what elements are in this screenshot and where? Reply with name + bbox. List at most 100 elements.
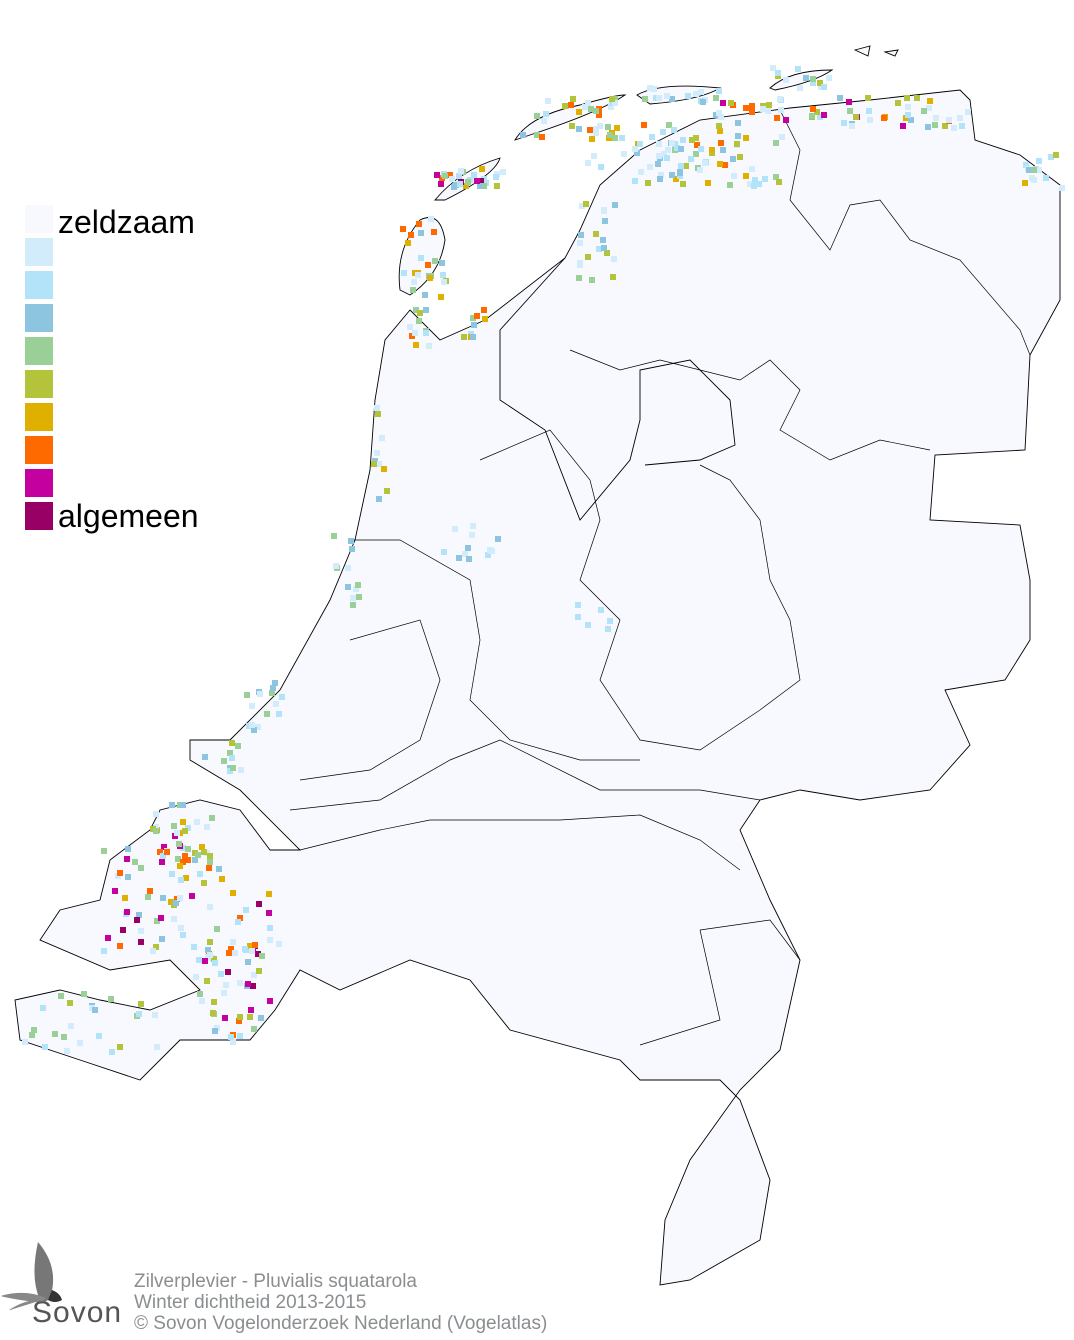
density-cell	[236, 1018, 242, 1024]
density-cell	[40, 1005, 46, 1011]
density-cell	[371, 461, 377, 467]
density-cell	[959, 123, 965, 129]
density-cell	[211, 999, 217, 1005]
density-cell	[251, 972, 257, 978]
density-cell	[183, 875, 189, 881]
density-cell	[376, 461, 382, 467]
mainland-border	[14, 89, 1061, 1286]
density-cell	[375, 411, 381, 417]
density-cell	[180, 819, 186, 825]
density-cell	[727, 182, 733, 188]
density-cell	[120, 927, 126, 933]
density-cell	[689, 137, 695, 143]
density-cell	[487, 547, 493, 553]
density-cell	[539, 134, 545, 140]
legend-label-low: zeldzaam	[58, 204, 195, 240]
density-cell	[256, 901, 262, 907]
density-cell	[568, 102, 574, 108]
density-cell	[734, 141, 740, 147]
density-cell	[169, 802, 175, 808]
density-cell	[180, 802, 186, 808]
lake-ijsselmeer	[499, 257, 736, 521]
density-cell	[589, 136, 595, 142]
density-cell	[160, 895, 166, 901]
density-cell	[207, 859, 213, 865]
density-cell	[221, 990, 227, 996]
density-cell	[495, 536, 501, 542]
density-cell	[661, 151, 667, 157]
density-cell	[614, 125, 620, 131]
density-cell	[193, 974, 199, 980]
density-cell	[669, 96, 675, 102]
density-cell	[158, 915, 164, 921]
density-cell	[619, 135, 625, 141]
density-cell	[451, 184, 457, 190]
density-cell	[159, 936, 165, 942]
density-cell	[416, 318, 422, 324]
density-cell	[413, 307, 419, 313]
density-cell	[195, 852, 201, 858]
density-cell	[588, 106, 594, 112]
legend-swatch	[25, 436, 53, 464]
map-subtitle: Winter dichtheid 2013-2015	[134, 1292, 367, 1313]
density-cell	[728, 100, 734, 106]
density-cell	[611, 256, 617, 262]
density-cell	[222, 1015, 228, 1021]
density-cell	[612, 202, 618, 208]
density-cell	[647, 164, 653, 170]
density-cell	[31, 1027, 37, 1033]
density-cell	[171, 916, 177, 922]
density-cell	[175, 856, 181, 862]
density-cell	[585, 622, 591, 628]
density-cell	[752, 177, 758, 183]
density-cell	[425, 262, 431, 268]
density-cell	[821, 112, 827, 118]
density-cell	[777, 96, 783, 102]
density-cell	[598, 607, 604, 613]
density-cell	[1043, 175, 1049, 181]
density-cell	[418, 255, 424, 261]
density-cell	[612, 100, 618, 106]
density-cell	[698, 89, 704, 95]
island-vlieland	[434, 157, 501, 201]
density-cell	[117, 943, 123, 949]
density-cell	[229, 755, 235, 761]
density-cell	[579, 203, 585, 209]
density-cell	[461, 334, 467, 340]
density-cell	[716, 88, 722, 94]
density-cell	[136, 912, 142, 918]
density-cell	[651, 86, 657, 92]
density-cell	[585, 160, 591, 166]
density-cell	[610, 274, 616, 280]
density-cell	[230, 1039, 236, 1045]
density-cell	[138, 939, 144, 945]
density-cell	[881, 115, 887, 121]
density-cell	[642, 96, 648, 102]
density-cell	[237, 980, 243, 986]
density-cell	[182, 828, 188, 834]
density-cell	[604, 250, 610, 256]
density-cell	[693, 91, 699, 97]
density-cell	[494, 183, 500, 189]
density-cell	[356, 594, 362, 600]
density-cell	[401, 270, 407, 276]
density-cell	[773, 174, 779, 180]
density-cell	[207, 853, 213, 859]
density-cells	[22, 65, 1065, 1055]
density-cell	[1022, 180, 1028, 186]
density-cell	[458, 168, 464, 174]
density-cell	[747, 181, 753, 187]
density-cell	[577, 240, 583, 246]
density-cell	[270, 685, 276, 691]
density-cell	[109, 1049, 115, 1055]
density-cell	[866, 108, 872, 114]
density-cell	[250, 983, 256, 989]
density-cell	[665, 147, 671, 153]
density-cell	[1029, 175, 1035, 181]
density-cell	[147, 888, 153, 894]
density-cell	[607, 132, 613, 138]
density-cell	[641, 122, 647, 128]
density-cell	[204, 824, 210, 830]
density-cell	[442, 173, 448, 179]
density-cell	[64, 1048, 70, 1054]
